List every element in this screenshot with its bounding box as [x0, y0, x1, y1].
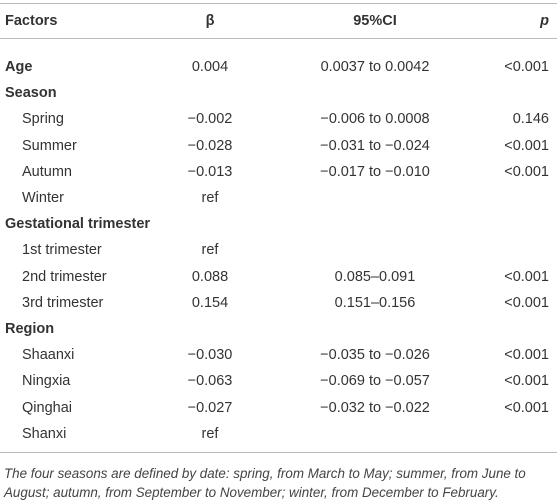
ci-cell: −0.017 to −0.010: [320, 163, 430, 180]
factor-label: Spring: [22, 111, 64, 128]
ci-cell: −0.035 to −0.026: [320, 347, 430, 364]
beta-cell: −0.028: [187, 137, 233, 154]
ci-cell: −0.032 to −0.022: [320, 399, 430, 416]
p-cell: <0.001: [504, 59, 549, 75]
beta-cell: ref: [201, 425, 219, 442]
group-label: Age: [5, 59, 33, 75]
beta-cell: −0.027: [187, 399, 233, 416]
beta-cell: −0.013: [187, 163, 233, 180]
beta-cell: −0.063: [187, 373, 233, 390]
ci-cell: −0.006 to 0.0008: [320, 111, 430, 128]
p-cell: <0.001: [504, 347, 549, 364]
factor-label: Shaanxi: [22, 347, 75, 364]
factor-label: Ningxia: [22, 373, 71, 390]
beta-cell: 0.088: [191, 268, 229, 285]
header-cell: β: [205, 13, 215, 29]
p-cell: <0.001: [504, 294, 549, 311]
beta-cell: −0.030: [187, 347, 233, 364]
beta-cell: 0.154: [191, 294, 229, 311]
beta-cell: ref: [201, 190, 219, 206]
ci-cell: −0.031 to −0.024: [320, 137, 430, 154]
ci-cell: 0.0037 to 0.0042: [320, 59, 430, 75]
ci-cell: 0.151–0.156: [334, 294, 416, 311]
beta-cell: ref: [201, 242, 219, 259]
factor-label: Qinghai: [22, 399, 72, 416]
beta-cell: −0.002: [187, 111, 233, 128]
beta-cell: 0.004: [191, 59, 229, 75]
p-cell: <0.001: [504, 268, 549, 285]
rule: [0, 38, 557, 39]
group-label: Region: [5, 321, 55, 337]
p-cell: <0.001: [504, 137, 549, 154]
factor-label: 2nd trimester: [22, 268, 107, 285]
p-cell: <0.001: [504, 373, 549, 390]
factor-label: Summer: [22, 137, 77, 154]
factor-label: 1st trimester: [22, 242, 102, 259]
factor-label: Shanxi: [22, 425, 67, 442]
group-label: Season: [5, 85, 57, 102]
rule: [0, 452, 557, 453]
group-label: Gestational trimester: [5, 216, 151, 233]
header-cell: Factors: [5, 13, 58, 29]
p-cell: 0.146: [512, 111, 549, 128]
footnote: The four seasons are defined by date: sp…: [4, 466, 526, 500]
rule: [0, 3, 557, 4]
p-cell: <0.001: [504, 399, 549, 416]
p-cell: <0.001: [504, 163, 549, 180]
header-cell: p: [540, 13, 549, 29]
factor-label: 3rd trimester: [22, 294, 104, 311]
ci-cell: 0.085–0.091: [334, 268, 416, 285]
factor-label: Winter: [22, 190, 64, 206]
ci-cell: −0.069 to −0.057: [320, 373, 430, 390]
factor-label: Autumn: [22, 163, 72, 180]
header-cell: 95%CI: [353, 13, 397, 29]
